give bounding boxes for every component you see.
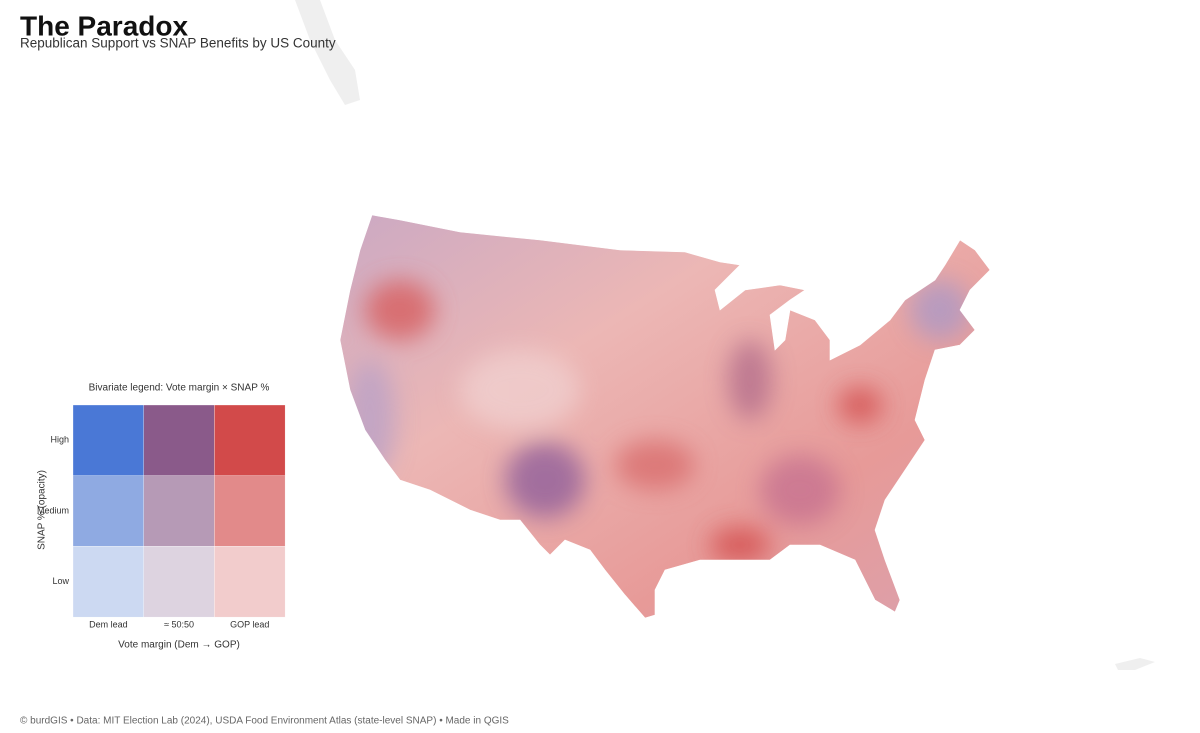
legend-row-label: Low <box>52 576 69 586</box>
bivariate-legend: High Medium Low Dem lead ≈ 50:50 GOP lead <box>37 404 286 629</box>
hawaii-shape <box>1115 658 1155 670</box>
legend-cell <box>72 404 144 476</box>
legend-cell <box>143 404 215 476</box>
legend-column-label: GOP lead <box>230 619 269 629</box>
alaska-shape <box>295 0 360 105</box>
legend-title: Bivariate legend: Vote margin × SNAP % <box>89 383 270 394</box>
legend-y-axis-label: SNAP % (opacity) <box>37 470 48 550</box>
map-title: The Paradox <box>20 10 188 41</box>
legend-cell <box>143 475 215 547</box>
legend-cell <box>72 475 144 547</box>
county-map <box>340 215 990 618</box>
legend-row-label: Medium <box>37 505 69 515</box>
legend-row-label: High <box>50 435 69 445</box>
legend-column-label: Dem lead <box>89 619 128 629</box>
legend-column-label: ≈ 50:50 <box>164 619 194 629</box>
map-subtitle: Republican Support vs SNAP Benefits by U… <box>20 36 336 51</box>
legend-cell <box>214 404 286 476</box>
legend-x-axis-label: Vote margin (Dem → GOP) <box>118 640 240 651</box>
legend-cell <box>72 546 144 618</box>
legend-cell <box>214 546 286 618</box>
legend-cell <box>214 475 286 547</box>
legend-cell <box>143 546 215 618</box>
footer-credit: © burdGIS • Data: MIT Election Lab (2024… <box>20 716 509 727</box>
